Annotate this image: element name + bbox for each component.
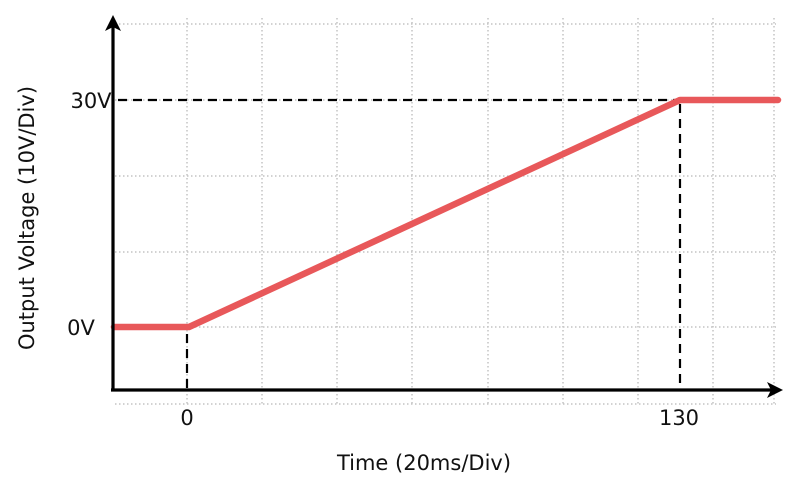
voltage-trace [110, 96, 782, 331]
x-tick-130: 130 [659, 406, 699, 430]
grid [115, 18, 776, 405]
y-axis-title: Output Voltage (10V/Div) [15, 86, 39, 350]
y-tick-0v: 0V [67, 316, 95, 340]
x-tick-0: 0 [180, 406, 193, 430]
y-tick-30v: 30V [70, 89, 112, 113]
axes [105, 15, 783, 398]
y-axis-arrow-icon [105, 15, 121, 31]
reference-lines [118, 98, 682, 390]
x-axis-title: Time (20ms/Div) [336, 451, 511, 475]
x-axis-arrow-icon [767, 382, 783, 398]
